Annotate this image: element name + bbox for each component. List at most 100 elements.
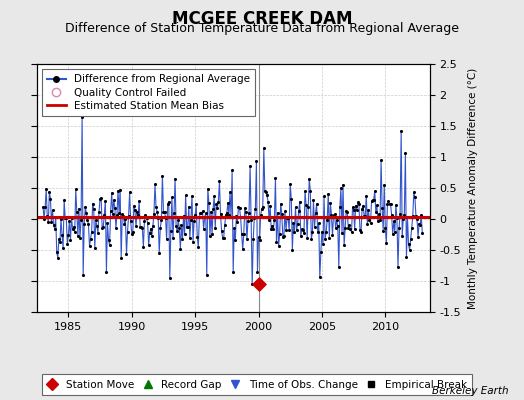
Point	[373, 202, 381, 208]
Point	[307, 236, 315, 242]
Point	[341, 225, 350, 231]
Point	[292, 227, 301, 233]
Point	[64, 232, 72, 238]
Point	[362, 192, 370, 199]
Point	[138, 225, 147, 231]
Point	[158, 172, 167, 179]
Point	[134, 212, 143, 219]
Point	[356, 227, 364, 233]
Point	[73, 209, 81, 215]
Point	[220, 235, 228, 241]
Point	[344, 225, 353, 232]
Point	[308, 229, 316, 236]
Point	[115, 209, 123, 216]
Point	[392, 215, 401, 221]
Point	[382, 240, 390, 246]
Point	[40, 215, 48, 222]
Point	[182, 224, 191, 230]
Point	[244, 218, 252, 224]
Point	[123, 228, 132, 235]
Point	[154, 215, 162, 222]
Point	[248, 281, 256, 287]
Point	[117, 255, 125, 261]
Point	[233, 219, 242, 225]
Point	[330, 212, 338, 218]
Point	[98, 225, 106, 232]
Point	[148, 232, 156, 239]
Point	[234, 204, 243, 210]
Point	[156, 225, 165, 231]
Point	[172, 223, 180, 230]
Point	[82, 210, 91, 216]
Point	[212, 201, 221, 207]
Point	[268, 222, 277, 229]
Point	[360, 213, 368, 219]
Point	[195, 214, 203, 220]
Point	[196, 210, 204, 216]
Point	[205, 200, 213, 206]
Text: Difference of Station Temperature Data from Regional Average: Difference of Station Temperature Data f…	[65, 22, 459, 35]
Point	[301, 188, 309, 194]
Point	[157, 217, 166, 223]
Point	[332, 225, 340, 232]
Point	[309, 197, 318, 203]
Point	[384, 198, 392, 204]
Point	[213, 205, 222, 211]
Point	[361, 213, 369, 219]
Point	[395, 225, 403, 232]
Point	[65, 218, 73, 224]
Point	[276, 231, 284, 237]
Text: Berkeley Earth: Berkeley Earth	[432, 386, 508, 396]
Point	[320, 193, 328, 200]
Point	[333, 217, 341, 223]
Point	[254, 281, 263, 287]
Point	[245, 210, 253, 216]
Point	[322, 228, 330, 235]
Point	[192, 201, 200, 207]
Point	[150, 210, 158, 217]
Point	[116, 186, 124, 193]
Point	[243, 236, 251, 242]
Point	[203, 272, 211, 278]
Point	[247, 216, 255, 223]
Point	[144, 220, 152, 226]
Point	[277, 200, 285, 207]
Point	[264, 198, 272, 205]
Point	[163, 201, 172, 207]
Point	[331, 211, 339, 218]
Point	[69, 226, 77, 232]
Point	[282, 227, 290, 233]
Point	[91, 244, 99, 251]
Point	[223, 210, 231, 216]
Point	[242, 209, 250, 216]
Point	[166, 275, 174, 281]
Point	[56, 239, 64, 245]
Point	[94, 230, 102, 236]
Point	[67, 237, 75, 243]
Point	[176, 246, 184, 252]
Point	[394, 264, 402, 270]
Point	[49, 222, 58, 228]
Point	[221, 222, 229, 228]
Point	[397, 128, 406, 134]
Point	[265, 217, 274, 224]
Point	[90, 206, 98, 212]
Point	[290, 228, 299, 235]
Point	[68, 214, 76, 221]
Point	[92, 217, 100, 224]
Point	[106, 208, 115, 214]
Point	[217, 228, 226, 234]
Point	[329, 232, 337, 238]
Point	[85, 243, 94, 250]
Point	[102, 268, 111, 275]
Point	[210, 193, 219, 199]
Point	[385, 200, 394, 207]
Point	[352, 202, 360, 209]
Point	[288, 246, 297, 253]
Point	[238, 246, 247, 253]
Point	[310, 224, 319, 230]
Point	[267, 226, 276, 232]
Point	[188, 193, 196, 199]
Point	[270, 217, 279, 223]
Point	[413, 216, 421, 222]
